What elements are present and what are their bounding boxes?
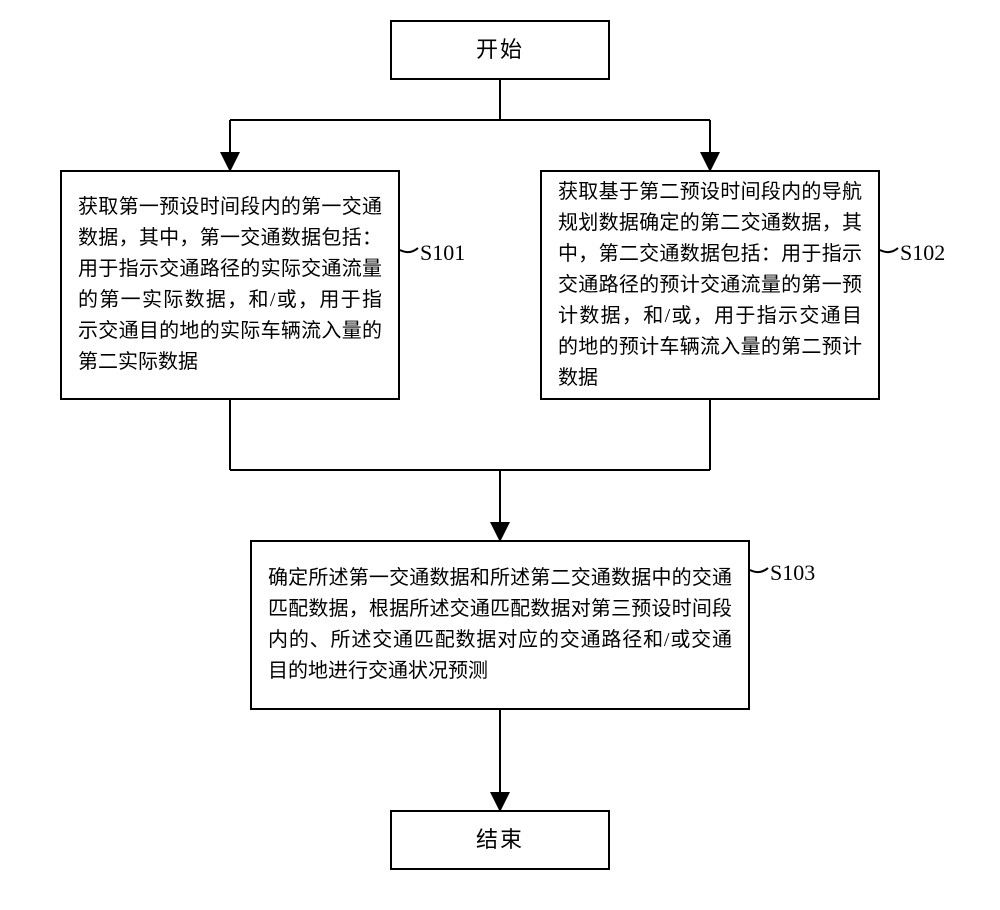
flowchart-container: 开始 获取第一预设时间段内的第一交通数据，其中，第一交通数据包括：用于指示交通路…	[0, 0, 1000, 910]
process-s102-text: 获取基于第二预设时间段内的导航规划数据确定的第二交通数据，其中，第二交通数据包括…	[558, 177, 862, 394]
step-label-s102: S102	[900, 240, 945, 266]
step-label-s103: S103	[770, 560, 815, 586]
process-s102: 获取基于第二预设时间段内的导航规划数据确定的第二交通数据，其中，第二交通数据包括…	[540, 170, 880, 400]
start-node: 开始	[390, 20, 610, 80]
step-label-s101: S101	[420, 240, 465, 266]
process-s101: 获取第一预设时间段内的第一交通数据，其中，第一交通数据包括：用于指示交通路径的实…	[60, 170, 400, 400]
process-s103: 确定所述第一交通数据和所述第二交通数据中的交通匹配数据，根据所述交通匹配数据对第…	[250, 540, 750, 710]
end-label: 结束	[476, 822, 524, 857]
end-node: 结束	[390, 810, 610, 870]
process-s103-text: 确定所述第一交通数据和所述第二交通数据中的交通匹配数据，根据所述交通匹配数据对第…	[268, 563, 732, 687]
end-connector	[0, 0, 1000, 900]
start-label: 开始	[476, 32, 524, 67]
process-s101-text: 获取第一预设时间段内的第一交通数据，其中，第一交通数据包括：用于指示交通路径的实…	[78, 192, 382, 378]
